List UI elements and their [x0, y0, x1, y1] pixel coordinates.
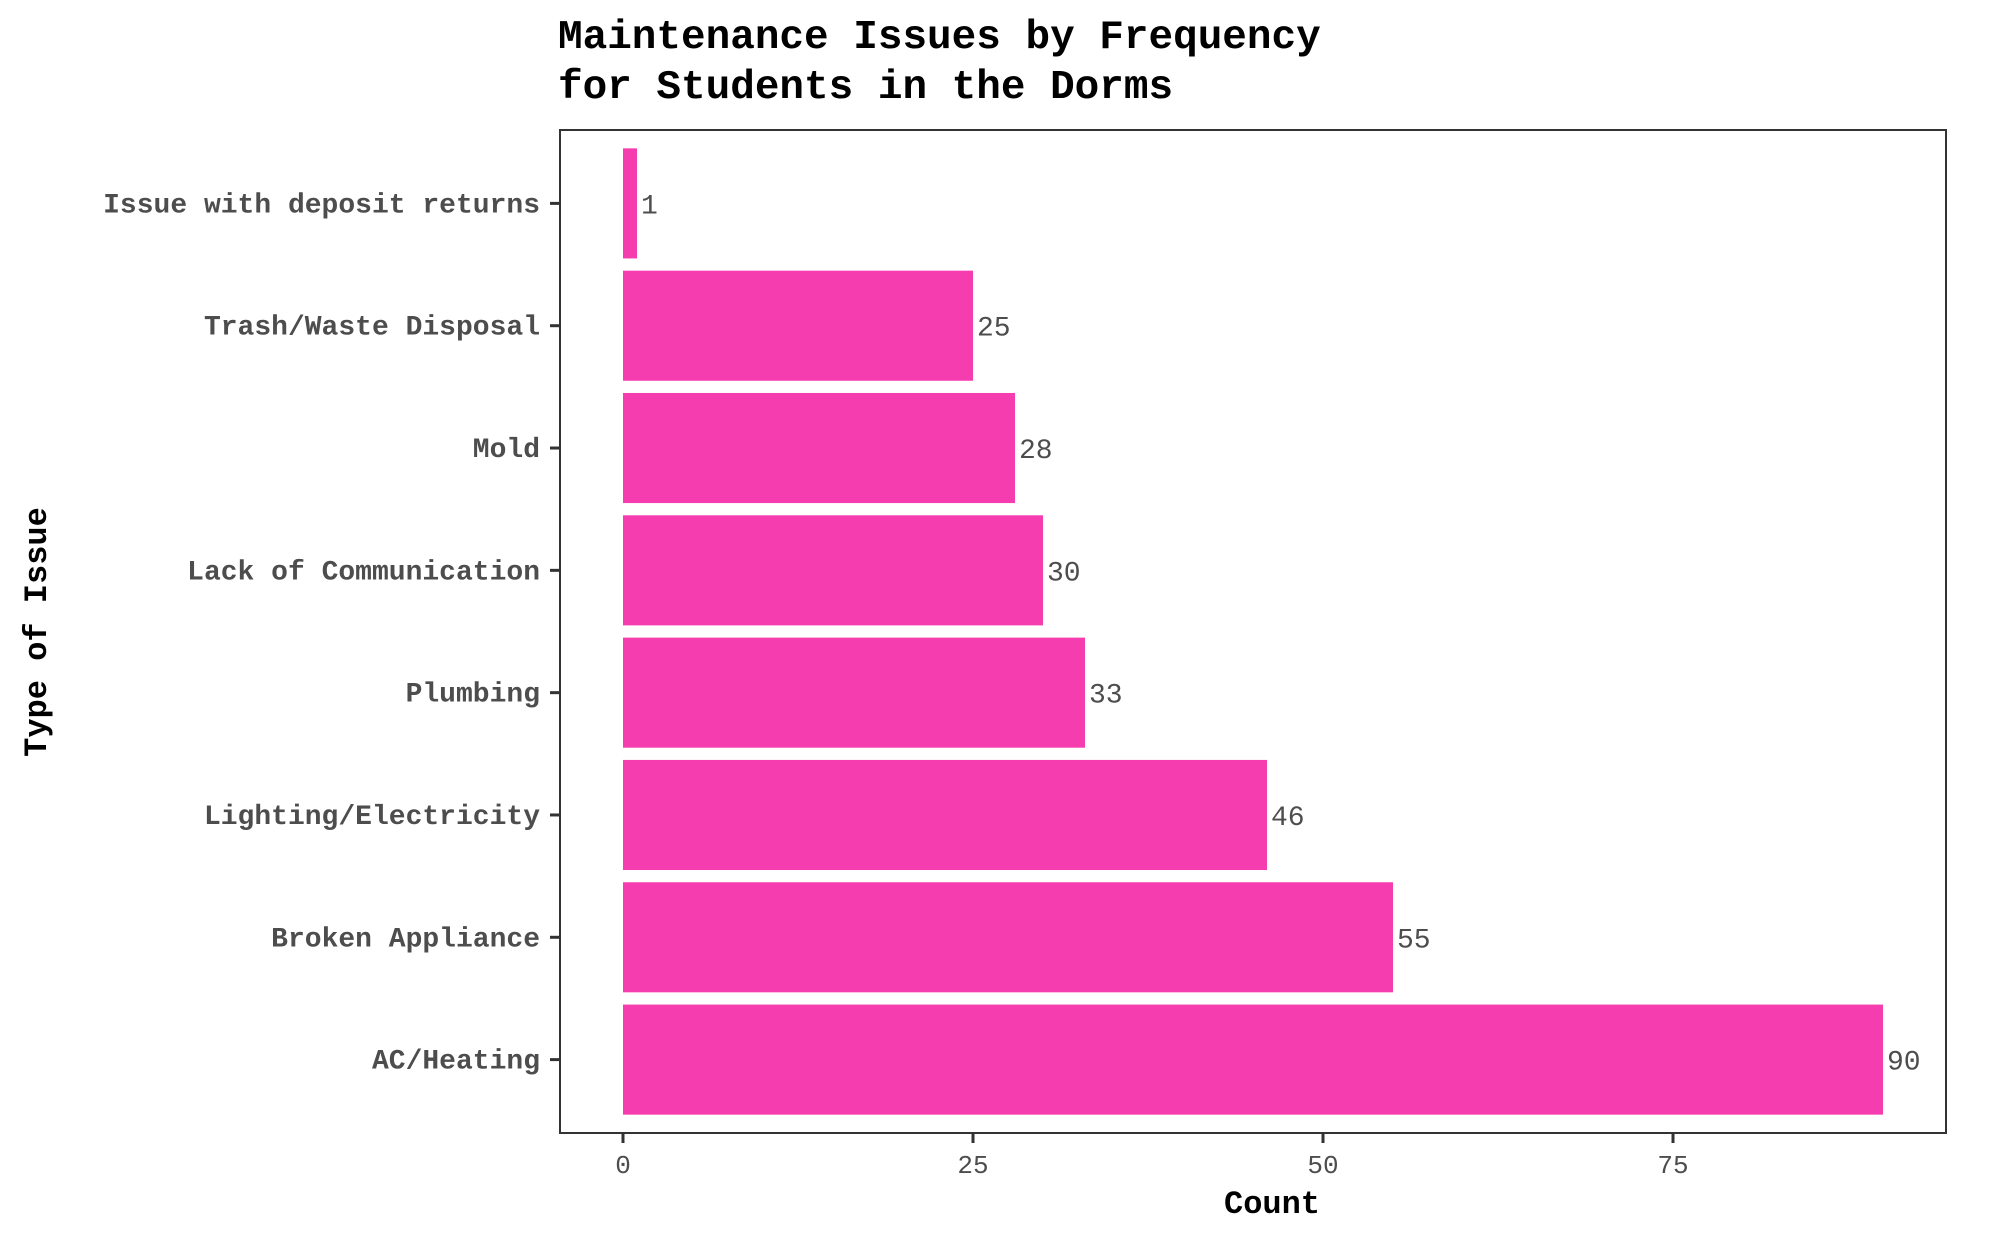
x-axis: 0 25 50 75	[615, 1133, 1689, 1181]
value-label-4: 33	[1089, 681, 1123, 712]
bars-group	[623, 148, 1883, 1115]
x-tick-label-2: 50	[1307, 1151, 1338, 1181]
bar-1	[623, 270, 973, 381]
value-labels-group: 1 25 28 30 33 46 55 90	[641, 191, 1921, 1078]
x-tick-label-3: 75	[1657, 1151, 1688, 1181]
value-label-5: 46	[1271, 803, 1305, 834]
x-tick-label-1: 25	[957, 1151, 988, 1181]
value-label-0: 1	[641, 191, 658, 222]
x-axis-title: Count	[1224, 1186, 1320, 1223]
x-tick-label-0: 0	[615, 1151, 631, 1181]
value-label-3: 30	[1047, 558, 1081, 589]
y-tick-label-7: AC/Heating	[372, 1047, 540, 1078]
y-tick-label-0: Issue with deposit returns	[103, 190, 540, 221]
y-tick-label-4: Plumbing	[406, 680, 540, 711]
y-axis-title: Type of Issue	[19, 507, 56, 757]
bar-4	[623, 637, 1085, 748]
bar-6	[623, 882, 1393, 993]
chart-title-line-1: Maintenance Issues by Frequency	[558, 15, 1321, 61]
y-tick-label-1: Trash/Waste Disposal	[204, 313, 540, 344]
value-label-1: 25	[977, 314, 1011, 345]
y-tick-label-5: Lighting/Electricity	[204, 802, 540, 833]
bar-3	[623, 515, 1043, 626]
y-tick-label-2: Mold	[473, 435, 540, 466]
y-tick-label-6: Broken Appliance	[271, 924, 540, 955]
bar-7	[623, 1004, 1883, 1115]
y-axis: Issue with deposit returns Trash/Waste Di…	[103, 190, 560, 1078]
value-label-2: 28	[1019, 436, 1053, 467]
value-label-6: 55	[1397, 925, 1431, 956]
chart-title-line-2: for Students in the Dorms	[558, 65, 1173, 111]
bar-2	[623, 392, 1015, 504]
y-tick-label-3: Lack of Communication	[187, 557, 540, 588]
bar-5	[623, 759, 1267, 871]
bar-0	[623, 148, 637, 259]
value-label-7: 90	[1887, 1048, 1921, 1079]
